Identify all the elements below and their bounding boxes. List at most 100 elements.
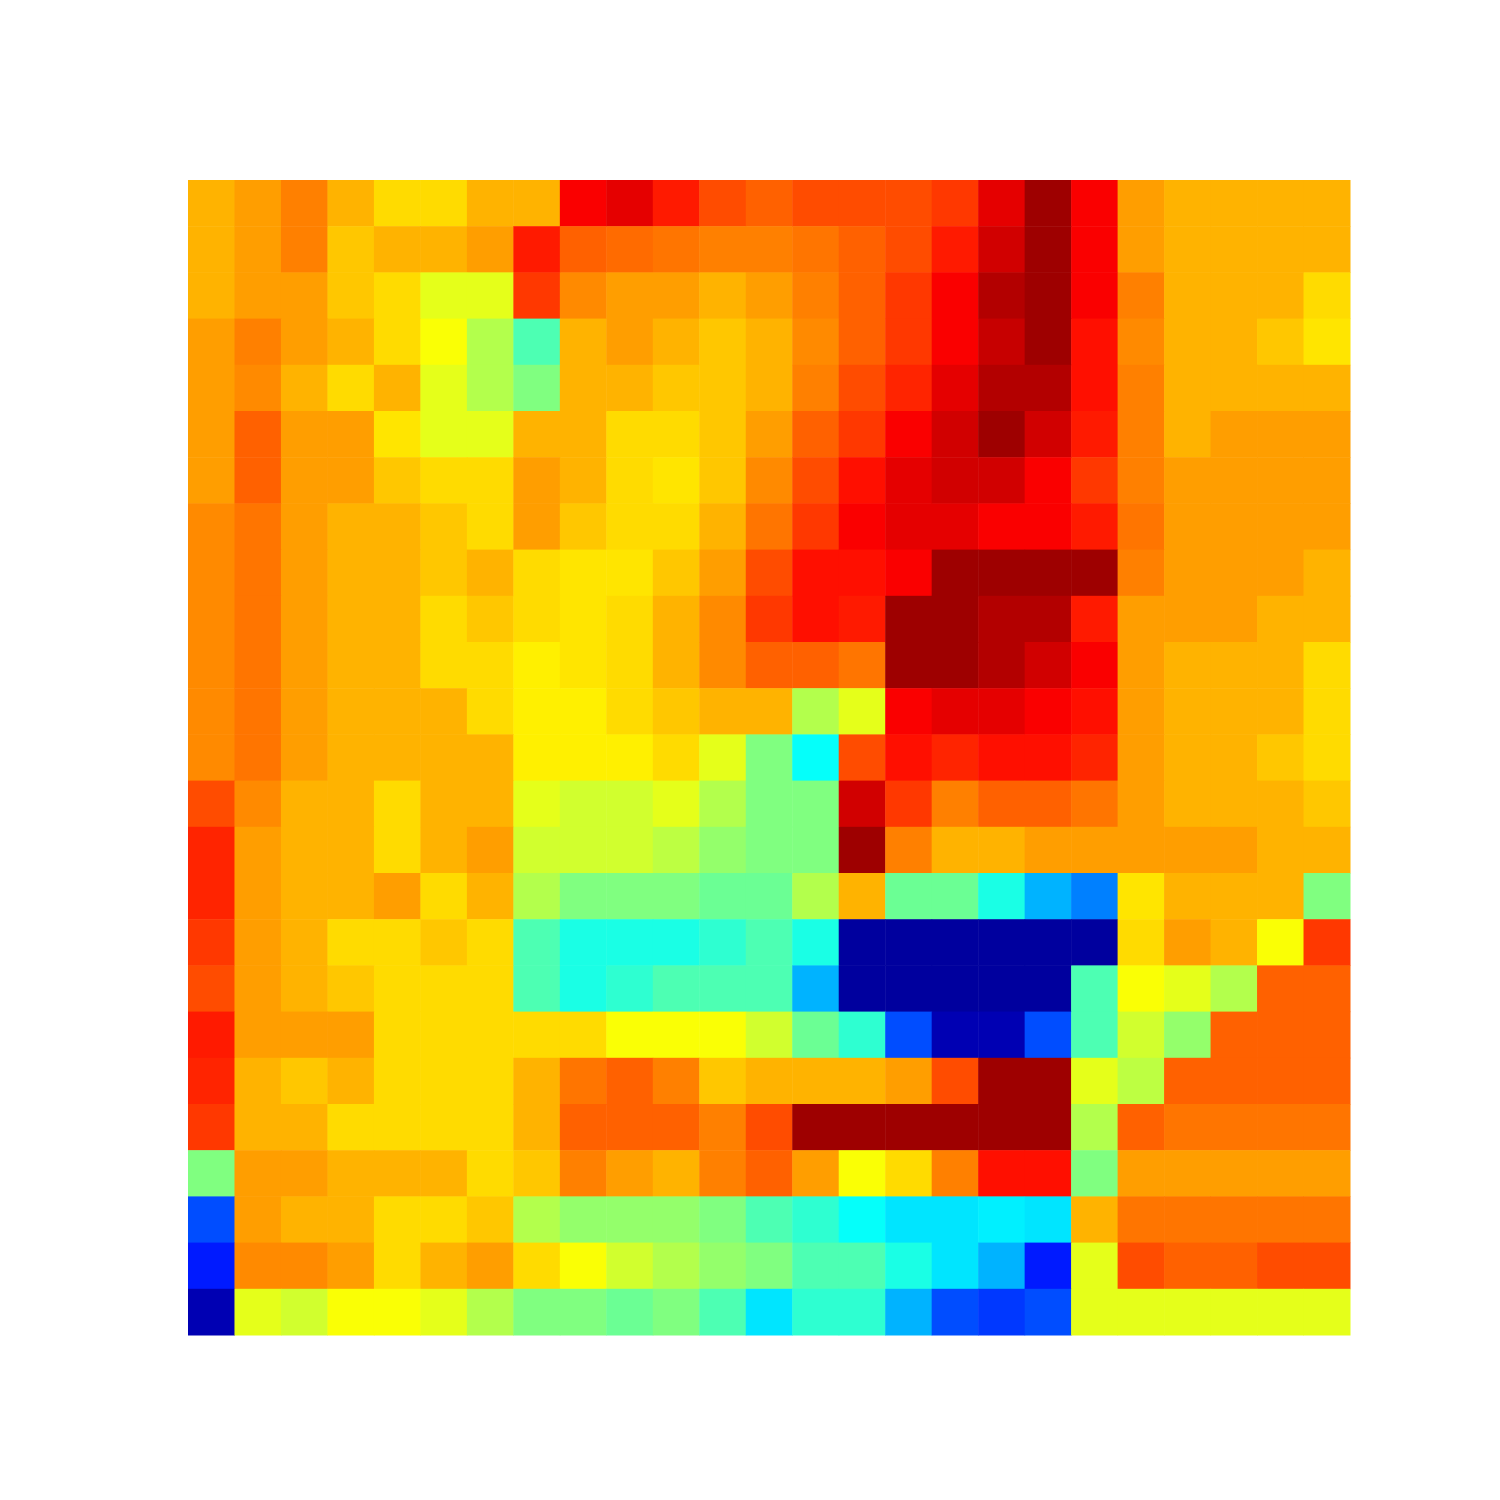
heatmap-cell xyxy=(1257,1243,1304,1290)
heatmap-cell xyxy=(1211,1243,1258,1290)
heatmap-cell xyxy=(699,873,746,920)
heatmap-cell xyxy=(1211,827,1258,874)
heatmap-cell xyxy=(746,1289,793,1336)
heatmap-cell xyxy=(932,873,979,920)
heatmap-cell xyxy=(653,319,700,366)
heatmap-cell xyxy=(699,919,746,966)
heatmap-cell xyxy=(1211,226,1258,273)
heatmap-cell xyxy=(1025,1058,1072,1105)
heatmap-cell xyxy=(839,503,886,550)
heatmap-cell xyxy=(420,596,467,643)
heatmap-cell xyxy=(1118,503,1165,550)
heatmap-cell xyxy=(1304,596,1351,643)
heatmap-cell xyxy=(560,642,607,689)
heatmap-cell xyxy=(1211,596,1258,643)
heatmap-cell xyxy=(839,319,886,366)
heatmap-cell xyxy=(281,1058,328,1105)
heatmap-cell xyxy=(467,734,514,781)
heatmap-cell xyxy=(281,550,328,597)
heatmap-cell xyxy=(467,1289,514,1336)
heatmap-cell xyxy=(1118,457,1165,504)
heatmap-cell xyxy=(839,1196,886,1243)
heatmap-cell xyxy=(978,272,1025,319)
heatmap-cell xyxy=(792,596,839,643)
heatmap-cell xyxy=(653,688,700,735)
heatmap-cell xyxy=(606,319,653,366)
heatmap-cell xyxy=(1211,319,1258,366)
heatmap-cell xyxy=(606,734,653,781)
heatmap-cell xyxy=(606,642,653,689)
heatmap-cell xyxy=(606,827,653,874)
heatmap-cell xyxy=(932,688,979,735)
heatmap-cell xyxy=(374,827,421,874)
heatmap-cell xyxy=(467,827,514,874)
heatmap-cell xyxy=(1164,1196,1211,1243)
heatmap-cell xyxy=(467,781,514,828)
heatmap-cell xyxy=(420,873,467,920)
heatmap-cell xyxy=(932,1289,979,1336)
heatmap-cell xyxy=(792,1058,839,1105)
heatmap-cell xyxy=(188,1012,235,1059)
heatmap-cell xyxy=(1025,919,1072,966)
heatmap-cell xyxy=(467,1012,514,1059)
heatmap-cell xyxy=(606,596,653,643)
heatmap-cell xyxy=(513,319,560,366)
heatmap-cell xyxy=(234,827,281,874)
heatmap-cell xyxy=(1304,827,1351,874)
heatmap-cell xyxy=(1211,457,1258,504)
heatmap-cell xyxy=(234,919,281,966)
heatmap-cell xyxy=(885,1289,932,1336)
heatmap-cell xyxy=(1071,226,1118,273)
heatmap-cell xyxy=(420,1058,467,1105)
heatmap-cell xyxy=(1304,1196,1351,1243)
heatmap-cell xyxy=(560,734,607,781)
heatmap-cell xyxy=(1025,688,1072,735)
heatmap-cell xyxy=(513,1058,560,1105)
heatmap-cell xyxy=(374,365,421,412)
heatmap-cell xyxy=(327,1104,374,1151)
heatmap-cell xyxy=(1025,965,1072,1012)
heatmap-cell xyxy=(1025,226,1072,273)
heatmap-cell xyxy=(327,1196,374,1243)
heatmap-cell xyxy=(653,1196,700,1243)
heatmap-cell xyxy=(746,550,793,597)
heatmap-cell xyxy=(653,503,700,550)
heatmap-cell xyxy=(420,457,467,504)
heatmap-cell xyxy=(188,642,235,689)
heatmap-cell xyxy=(1304,1150,1351,1197)
heatmap-cell xyxy=(560,457,607,504)
heatmap-cell xyxy=(234,1104,281,1151)
heatmap-cell xyxy=(1257,1150,1304,1197)
heatmap-cell xyxy=(1211,642,1258,689)
heatmap-cell xyxy=(188,180,235,227)
heatmap-cell xyxy=(653,642,700,689)
heatmap-cell xyxy=(513,457,560,504)
heatmap-cell xyxy=(374,180,421,227)
heatmap-cell xyxy=(327,919,374,966)
heatmap-cell xyxy=(606,411,653,458)
heatmap-cell xyxy=(1211,503,1258,550)
heatmap-cell xyxy=(234,180,281,227)
heatmap-cell xyxy=(560,226,607,273)
heatmap-cell xyxy=(374,919,421,966)
heatmap-cell xyxy=(653,596,700,643)
heatmap-cell xyxy=(1164,226,1211,273)
heatmap-cell xyxy=(978,1289,1025,1336)
heatmap-cell xyxy=(513,1289,560,1336)
heatmap-cell xyxy=(978,688,1025,735)
heatmap-cell xyxy=(281,1012,328,1059)
heatmap-cell xyxy=(653,781,700,828)
heatmap-cell xyxy=(1118,411,1165,458)
heatmap-cell xyxy=(1164,688,1211,735)
heatmap-cell xyxy=(978,781,1025,828)
heatmap-cell xyxy=(1071,688,1118,735)
heatmap-cell xyxy=(1211,965,1258,1012)
heatmap-cell xyxy=(746,1243,793,1290)
heatmap-cell xyxy=(699,734,746,781)
heatmap-cell xyxy=(885,919,932,966)
heatmap-cell xyxy=(792,411,839,458)
heatmap-cell xyxy=(885,781,932,828)
heatmap-cell xyxy=(606,1104,653,1151)
heatmap-cell xyxy=(281,965,328,1012)
heatmap-cell xyxy=(746,457,793,504)
